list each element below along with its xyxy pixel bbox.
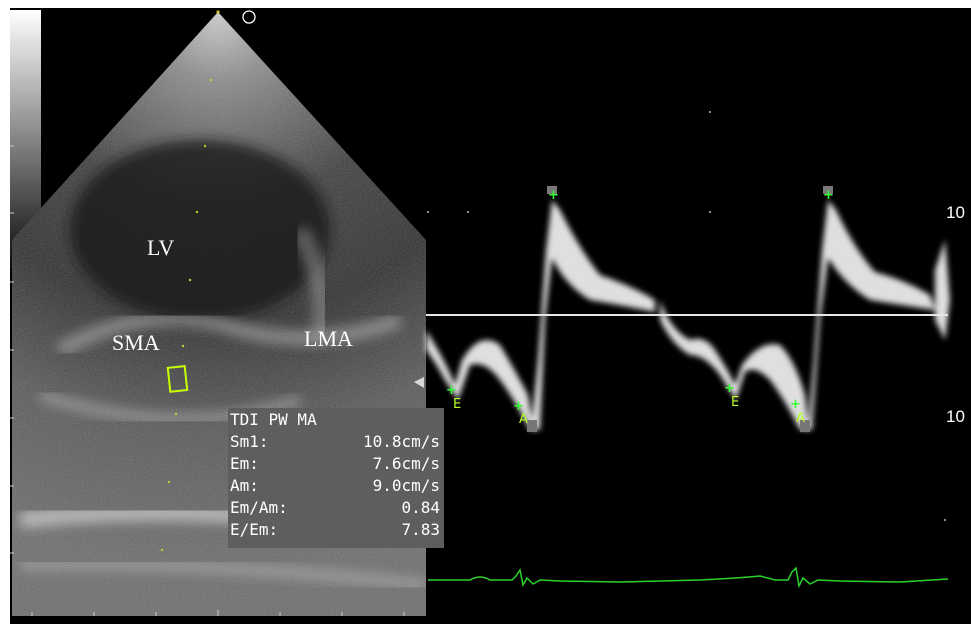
a-marker-label: A [796, 411, 805, 426]
e-marker-label: E [453, 397, 462, 412]
peak-marker-icon: + [548, 188, 559, 203]
measurement-label: Sm1: [230, 432, 269, 451]
measurement-label: Am: [230, 476, 259, 495]
doppler-spectrum [414, 111, 950, 589]
measurement-value: 7.83 [401, 520, 440, 539]
a-marker-label: A [519, 412, 528, 427]
measurement-value: 9.0cm/s [372, 476, 440, 495]
a-marker-icon: + [513, 399, 524, 414]
velocity-scale-bottom: 10 [946, 407, 965, 426]
velocity-scale-top: 10 [946, 203, 965, 222]
measurement-value: 10.8cm/s [362, 432, 440, 451]
label-sma: SMA [112, 330, 160, 355]
measurement-value: 0.84 [401, 498, 440, 517]
measurement-row: Am: 9.0cm/s [230, 476, 440, 496]
measurement-value: 7.6cm/s [372, 454, 440, 473]
measurement-panel: TDI PW MA Sm1: 10.8cm/s Em: 7.6cm/s Am: … [228, 408, 444, 548]
orientation-marker-icon [242, 10, 256, 24]
sample-gate-icon [166, 365, 189, 393]
measurement-label: Em/Am: [230, 498, 288, 517]
label-lma: LMA [304, 326, 353, 351]
measurement-row: Em: 7.6cm/s [230, 454, 440, 474]
measurement-row: E/Em: 7.83 [230, 520, 440, 540]
measurement-label: Em: [230, 454, 259, 473]
e-marker-label: E [731, 395, 740, 410]
e-marker-icon: + [446, 383, 457, 398]
measurement-row: Em/Am: 0.84 [230, 498, 440, 518]
peak-marker-icon: + [823, 188, 834, 203]
measurement-label: E/Em: [230, 520, 279, 539]
a-marker-icon: + [790, 397, 801, 412]
measurement-row: Sm1: 10.8cm/s [230, 432, 440, 452]
measurement-title: TDI PW MA [230, 410, 317, 429]
baseline-pointer-icon [414, 377, 424, 388]
ecg-trace [428, 566, 949, 589]
label-lv: LV [147, 235, 175, 260]
e-marker-icon: + [724, 381, 735, 396]
